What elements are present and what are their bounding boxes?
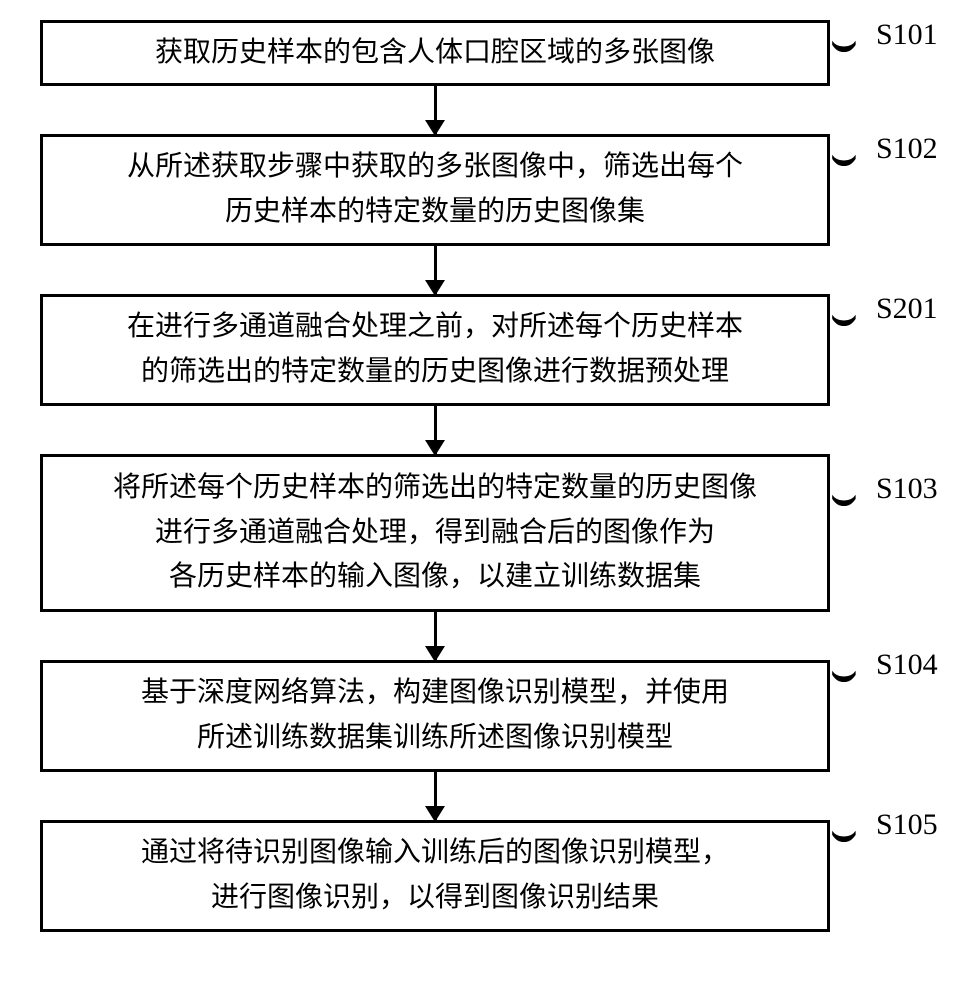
- arrow-3: [40, 406, 830, 454]
- step-s101: 获取历史样本的包含人体口腔区域的多张图像 ⌣ S101: [40, 20, 940, 86]
- box-s104: 基于深度网络算法，构建图像识别模型，并使用 所述训练数据集训练所述图像识别模型: [40, 660, 830, 772]
- text-s201-l2: 的筛选出的特定数量的历史图像进行数据预处理: [141, 350, 729, 395]
- bracket-s105: ⌣: [830, 793, 858, 870]
- arrow-1: [40, 86, 830, 134]
- box-s102: 从所述获取步骤中获取的多张图像中，筛选出每个 历史样本的特定数量的历史图像集: [40, 134, 830, 246]
- text-s102-l2: 历史样本的特定数量的历史图像集: [225, 190, 645, 235]
- box-s103: 将所述每个历史样本的筛选出的特定数量的历史图像 进行多通道融合处理，得到融合后的…: [40, 454, 830, 612]
- label-s105: S105: [876, 808, 938, 842]
- text-s104-l2: 所述训练数据集训练所述图像识别模型: [197, 716, 673, 761]
- label-s103: S103: [876, 472, 938, 506]
- step-s105: 通过将待识别图像输入训练后的图像识别模型， 进行图像识别，以得到图像识别结果 ⌣…: [40, 820, 940, 932]
- bracket-s103: ⌣: [830, 457, 858, 534]
- arrow-4: [40, 612, 830, 660]
- text-s103-l3: 各历史样本的输入图像，以建立训练数据集: [169, 555, 701, 600]
- label-s102: S102: [876, 132, 938, 166]
- bracket-s201: ⌣: [830, 277, 858, 354]
- arrow-2: [40, 246, 830, 294]
- arrow-5: [40, 772, 830, 820]
- text-s103-l2: 进行多通道融合处理，得到融合后的图像作为: [155, 511, 715, 556]
- box-s201: 在进行多通道融合处理之前，对所述每个历史样本 的筛选出的特定数量的历史图像进行数…: [40, 294, 830, 406]
- bracket-s102: ⌣: [830, 117, 858, 194]
- step-s201: 在进行多通道融合处理之前，对所述每个历史样本 的筛选出的特定数量的历史图像进行数…: [40, 294, 940, 406]
- bracket-s101: ⌣: [830, 3, 858, 80]
- flowchart-container: 获取历史样本的包含人体口腔区域的多张图像 ⌣ S101 从所述获取步骤中获取的多…: [40, 20, 940, 932]
- text-s105-l2: 进行图像识别，以得到图像识别结果: [211, 876, 659, 921]
- step-s103: 将所述每个历史样本的筛选出的特定数量的历史图像 进行多通道融合处理，得到融合后的…: [40, 454, 940, 612]
- box-s101: 获取历史样本的包含人体口腔区域的多张图像: [40, 20, 830, 86]
- label-s201: S201: [876, 292, 938, 326]
- text-s105-l1: 通过将待识别图像输入训练后的图像识别模型，: [141, 831, 729, 876]
- text-s201-l1: 在进行多通道融合处理之前，对所述每个历史样本: [127, 305, 743, 350]
- text-s104-l1: 基于深度网络算法，构建图像识别模型，并使用: [141, 671, 729, 716]
- step-s102: 从所述获取步骤中获取的多张图像中，筛选出每个 历史样本的特定数量的历史图像集 ⌣…: [40, 134, 940, 246]
- text-s101-l1: 获取历史样本的包含人体口腔区域的多张图像: [155, 31, 715, 76]
- label-s104: S104: [876, 648, 938, 682]
- label-s101: S101: [876, 18, 938, 52]
- box-s105: 通过将待识别图像输入训练后的图像识别模型， 进行图像识别，以得到图像识别结果: [40, 820, 830, 932]
- bracket-s104: ⌣: [830, 633, 858, 710]
- text-s102-l1: 从所述获取步骤中获取的多张图像中，筛选出每个: [127, 145, 743, 190]
- text-s103-l1: 将所述每个历史样本的筛选出的特定数量的历史图像: [113, 466, 757, 511]
- step-s104: 基于深度网络算法，构建图像识别模型，并使用 所述训练数据集训练所述图像识别模型 …: [40, 660, 940, 772]
